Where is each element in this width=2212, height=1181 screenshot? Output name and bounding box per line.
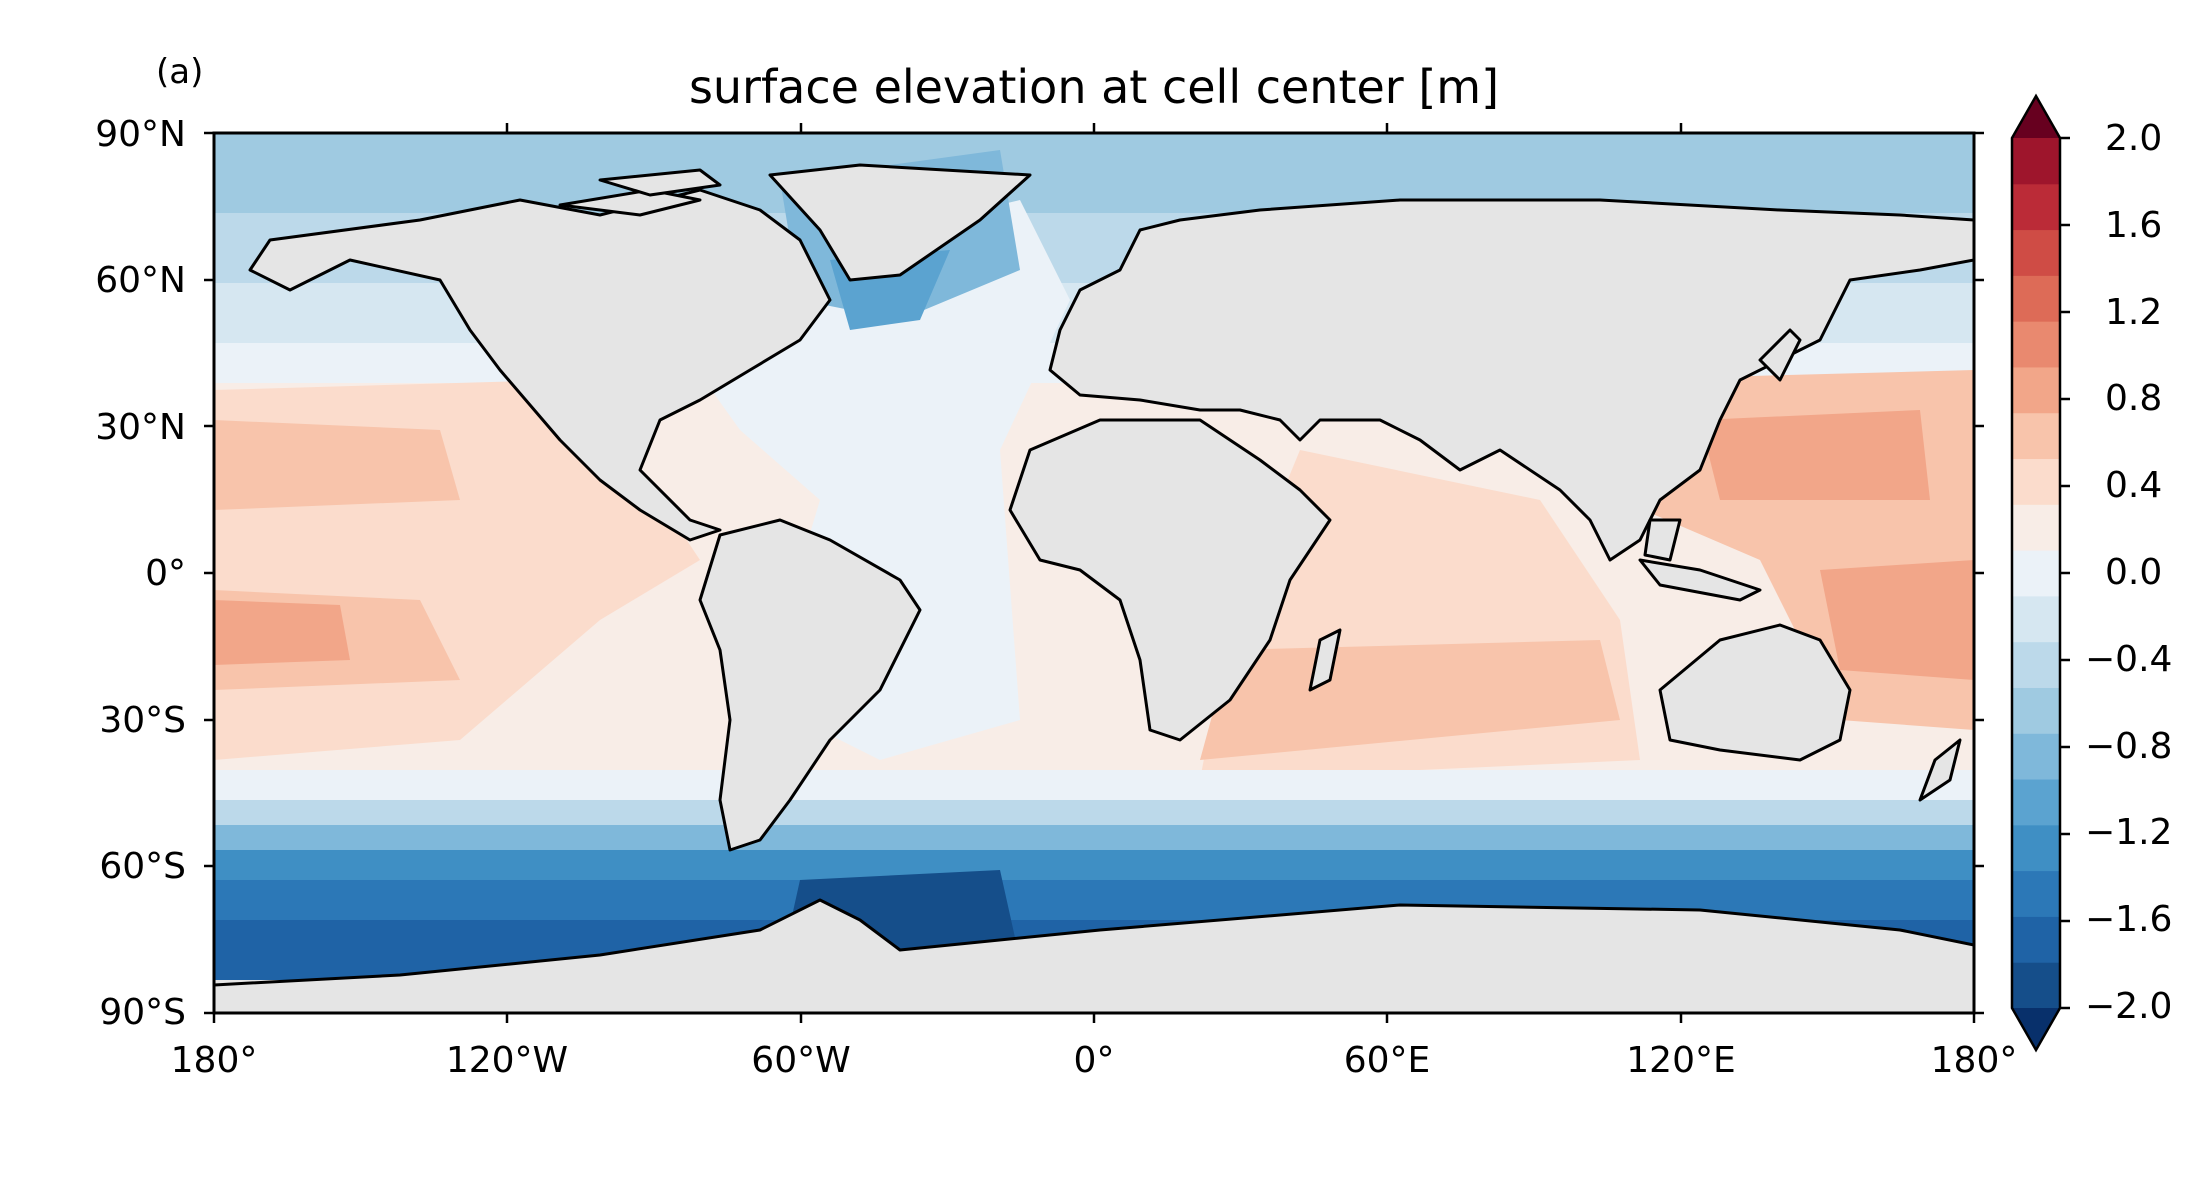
- lon-tick-label: 180°: [170, 1040, 258, 1081]
- lat-tick-label: 90°N: [95, 114, 186, 155]
- lon-tick-label: 180°: [1930, 1040, 2018, 1081]
- colorbar-tick-label: 2.0: [2105, 118, 2163, 159]
- antarctica-land: [214, 898, 1974, 1013]
- arctic-region: [214, 133, 1974, 213]
- colorbar-bin: [2012, 779, 2060, 826]
- africa-land: [1008, 418, 1332, 742]
- colorbar-tick-label: 0.8: [2105, 378, 2163, 419]
- colorbar-bin: [2012, 687, 2060, 734]
- colorbar-extend-min: [2012, 1008, 2060, 1050]
- north-america-land: [248, 188, 832, 542]
- colorbar-bin: [2012, 229, 2060, 276]
- colorbar-bin: [2012, 321, 2060, 368]
- colorbar-tick-label: 1.2: [2105, 292, 2163, 333]
- colorbar-bin: [2012, 962, 2060, 1009]
- colorbar-tick-label: 0.0: [2105, 552, 2163, 593]
- australia-land: [1658, 623, 1852, 762]
- lon-tick-label: 0°: [1073, 1040, 1115, 1081]
- colorbar-bin: [2012, 824, 2060, 872]
- land-masses: [214, 163, 1974, 1013]
- colorbar-tick-label: −0.4: [2085, 639, 2173, 680]
- colorbar-tick-label: −2.0: [2085, 986, 2173, 1027]
- colorbar-bin: [2012, 366, 2060, 414]
- colorbar-bin: [2012, 870, 2060, 917]
- lon-tick-label: 120°W: [445, 1040, 569, 1081]
- greenland-land: [768, 163, 1032, 282]
- colorbar-bin: [2012, 138, 2060, 185]
- colorbar-bin: [2012, 595, 2060, 643]
- lon-ticks: [212, 123, 1976, 1023]
- colorbar-tick-label: −1.6: [2085, 899, 2173, 940]
- colorbar-bin: [2012, 504, 2060, 551]
- lat-tick-label: 0°: [145, 553, 186, 594]
- lon-tick-label: 60°W: [751, 1040, 851, 1081]
- map-title: surface elevation at cell center [m]: [688, 60, 1500, 114]
- colorbar-bin: [2012, 183, 2060, 231]
- colorbar-tick-label: −0.8: [2085, 726, 2173, 767]
- lat-tick-label: 60°N: [95, 260, 186, 301]
- south-america-land: [698, 518, 922, 852]
- colorbar-tick-label: 1.6: [2105, 205, 2163, 246]
- lat-tick-label: 90°S: [99, 992, 186, 1033]
- colorbar-extend-max: [2012, 96, 2060, 138]
- lat-tick-label: 60°S: [99, 846, 186, 887]
- colorbar-bin: [2012, 275, 2060, 322]
- lat-ticks: [204, 131, 1984, 1015]
- colorbar: [2010, 93, 2070, 1053]
- colorbar-bin: [2012, 550, 2060, 597]
- lat-tick-label: 30°S: [99, 700, 186, 741]
- colorbar-bin: [2012, 412, 2060, 460]
- colorbar-bin: [2012, 733, 2060, 780]
- lon-tick-label: 60°E: [1343, 1040, 1431, 1081]
- colorbar-bin: [2012, 458, 2060, 505]
- colorbar-bin: [2012, 916, 2060, 963]
- panel-label: (a): [156, 52, 204, 92]
- eurasia-land: [1048, 198, 1974, 562]
- colorbar-bin: [2012, 641, 2060, 688]
- colorbar-tick-label: −1.2: [2085, 812, 2173, 853]
- southern-ocean-region: [214, 850, 1974, 880]
- colorbar-tick-label: 0.4: [2105, 465, 2163, 506]
- lat-tick-label: 30°N: [95, 407, 186, 448]
- lon-tick-label: 120°E: [1626, 1040, 1736, 1081]
